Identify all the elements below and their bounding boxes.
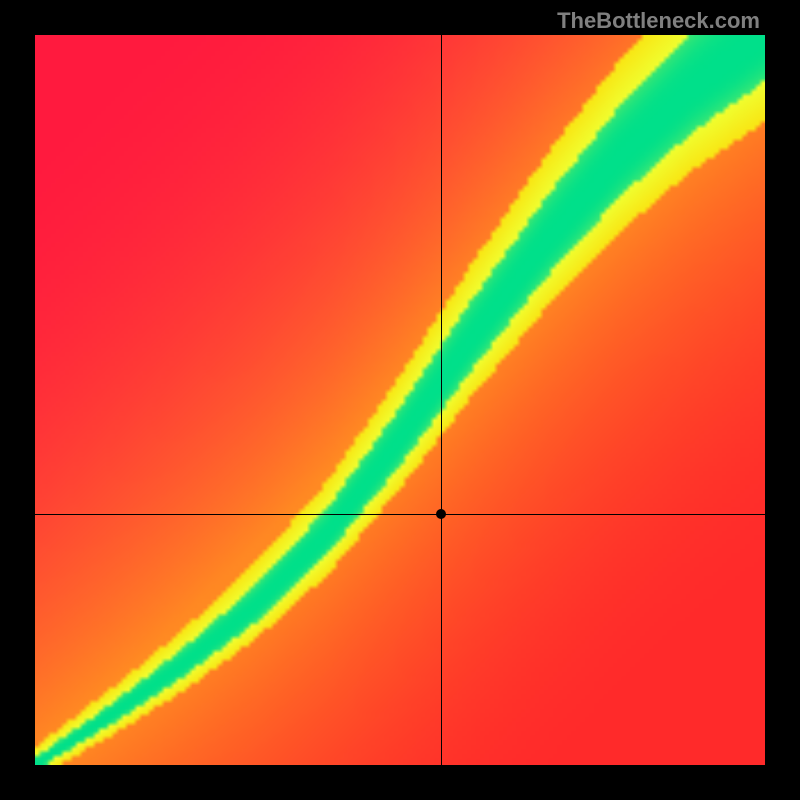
crosshair-vertical xyxy=(441,35,442,765)
crosshair-horizontal xyxy=(35,514,765,515)
watermark-text: TheBottleneck.com xyxy=(557,8,760,34)
heatmap-canvas xyxy=(35,35,765,765)
marker-dot xyxy=(436,509,446,519)
bottleneck-heatmap xyxy=(35,35,765,765)
